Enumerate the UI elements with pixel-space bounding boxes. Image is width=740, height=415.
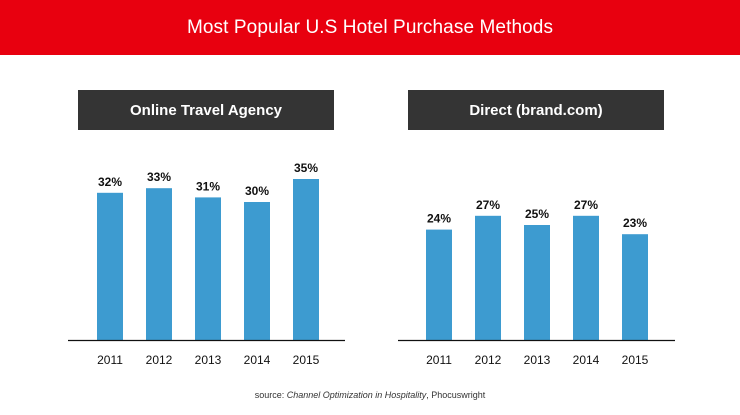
data-label-direct-2012: 27%: [476, 198, 500, 212]
x-tick-ota-2013: 2013: [195, 353, 222, 367]
data-label-ota-2013: 31%: [196, 179, 220, 193]
source-prefix: source:: [254, 390, 287, 400]
x-tick-direct-2015: 2015: [622, 353, 649, 367]
page-title: Most Popular U.S Hotel Purchase Methods: [186, 16, 554, 38]
source-suffix: , Phocuswright: [426, 390, 486, 400]
bar-ota-2014: [244, 202, 270, 340]
data-label-direct-2011: 24%: [427, 212, 451, 226]
data-label-ota-2014: 30%: [245, 184, 269, 198]
source-note: source: Channel Optimization in Hospital…: [0, 390, 740, 400]
bar-ota-2011: [97, 192, 123, 340]
bar-ota-2012: [146, 188, 172, 340]
data-label-direct-2015: 23%: [623, 216, 647, 230]
header-banner: Most Popular U.S Hotel Purchase Methods: [0, 0, 740, 55]
x-tick-direct-2014: 2014: [573, 353, 600, 367]
data-label-direct-2014: 27%: [574, 198, 598, 212]
x-tick-direct-2011: 2011: [426, 353, 452, 367]
x-tick-ota-2012: 2012: [146, 353, 173, 367]
bar-ota-2013: [195, 197, 221, 340]
bar-direct-2013: [524, 225, 550, 340]
x-tick-direct-2013: 2013: [524, 353, 551, 367]
x-tick-ota-2014: 2014: [244, 353, 271, 367]
data-label-ota-2015: 35%: [294, 161, 318, 175]
x-tick-direct-2012: 2012: [475, 353, 502, 367]
chart-title-online-travel-agency: Online Travel Agency: [78, 90, 334, 130]
x-tick-ota-2011: 2011: [97, 353, 123, 367]
chart-title-direct: Direct (brand.com): [408, 90, 664, 130]
data-label-ota-2011: 32%: [98, 175, 122, 189]
x-tick-ota-2015: 2015: [293, 353, 320, 367]
bar-direct-2012: [475, 215, 501, 340]
bar-direct-2015: [622, 234, 648, 340]
data-label-direct-2013: 25%: [525, 207, 549, 221]
chart-ota: 32% 2011 33% 2012 31% 2013 30% 2014 35% 2015: [68, 161, 345, 367]
bar-direct-2011: [426, 229, 452, 340]
data-label-ota-2012: 33%: [147, 170, 171, 184]
bar-direct-2014: [573, 215, 599, 340]
bar-ota-2015: [293, 179, 319, 340]
source-work: Channel Optimization in Hospitality: [286, 390, 427, 400]
chart-direct: 24% 2011 27% 2012 25% 2013 27% 2014 23% 2015: [398, 198, 675, 367]
